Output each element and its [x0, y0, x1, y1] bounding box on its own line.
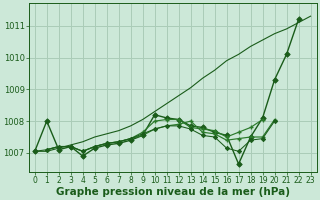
X-axis label: Graphe pression niveau de la mer (hPa): Graphe pression niveau de la mer (hPa): [56, 187, 290, 197]
